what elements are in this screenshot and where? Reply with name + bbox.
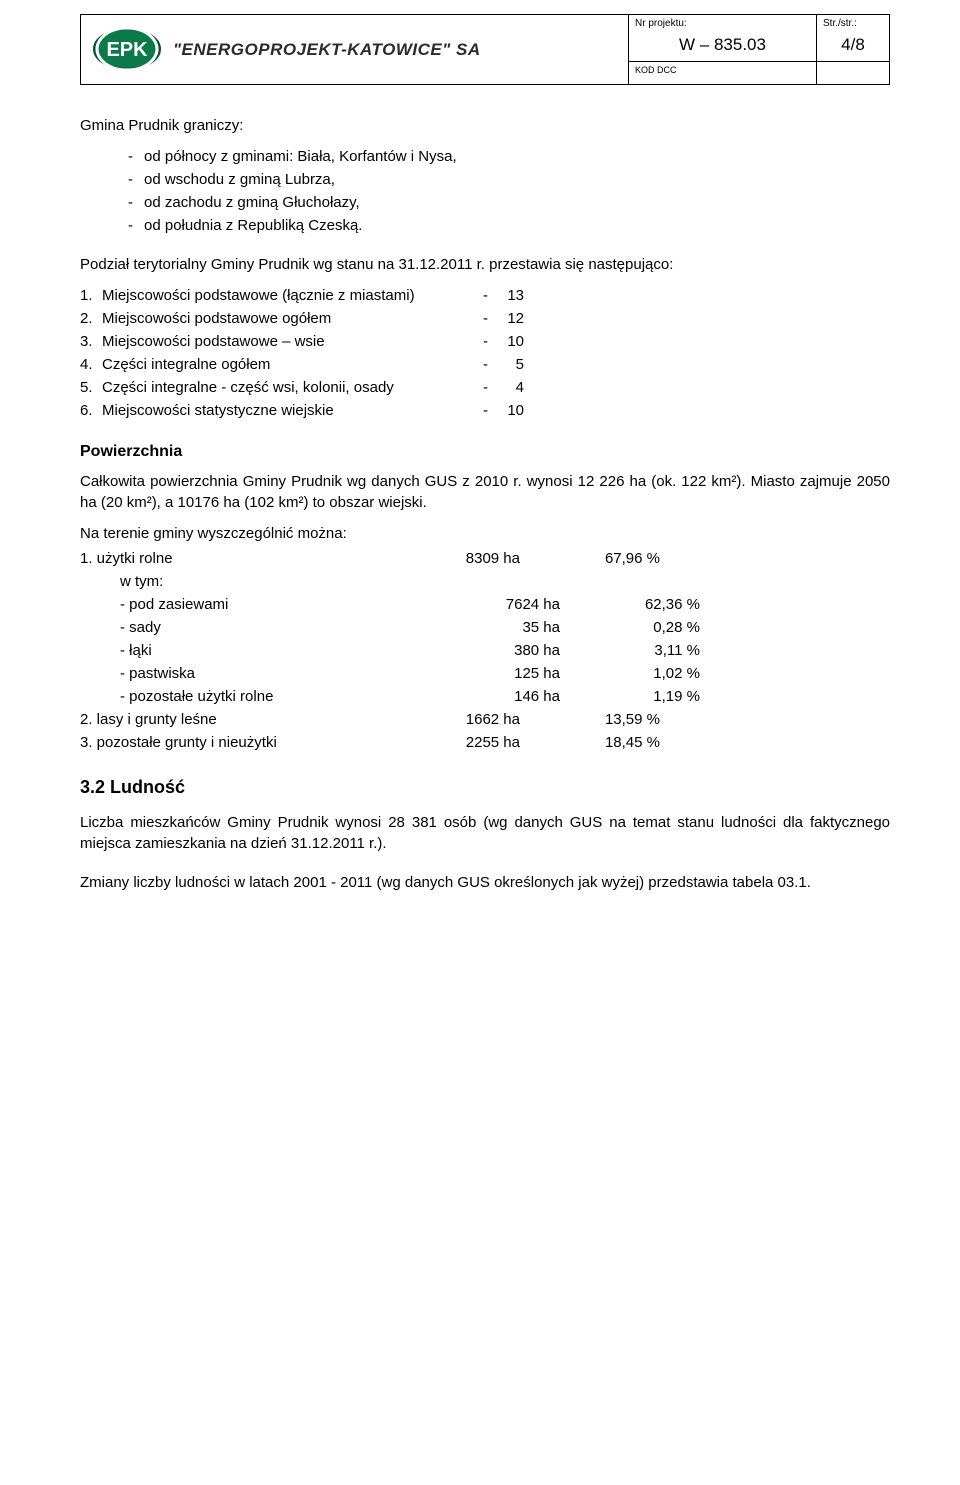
territory-row: 5.Części integralne - część wsi, kolonii…: [80, 377, 890, 398]
row-value: 13: [494, 285, 524, 306]
podzial-intro: Podział terytorialny Gminy Prudnik wg st…: [80, 254, 890, 275]
land-label: - pozostałe użytki rolne: [80, 686, 440, 707]
land-row: - sady35 ha0,28 %: [80, 617, 890, 638]
project-number-block: Nr projektu: W – 835.03: [629, 15, 817, 61]
land-ha: 125 ha: [440, 663, 560, 684]
territory-row: 2.Miejscowości podstawowe ogółem-12: [80, 308, 890, 329]
land-row: 3. pozostałe grunty i nieużytki2255 ha18…: [80, 732, 890, 753]
row-label: Miejscowości statystyczne wiejskie: [102, 400, 472, 421]
land-row: - pastwiska125 ha1,02 %: [80, 663, 890, 684]
row-label: Miejscowości podstawowe (łącznie z miast…: [102, 285, 472, 306]
land-row: 1. użytki rolne8309 ha67,96 %: [80, 548, 890, 569]
row-index: 4.: [80, 354, 102, 375]
land-ha: 380 ha: [440, 640, 560, 661]
land-ha: 7624 ha: [440, 594, 560, 615]
land-pct: 1,02 %: [560, 663, 700, 684]
list-item: od południa z Republiką Czeską.: [128, 215, 890, 236]
kod-dcc-label: KOD DCC: [629, 62, 817, 84]
row-index: 1.: [80, 285, 102, 306]
row-index: 6.: [80, 400, 102, 421]
land-label: 2. lasy i grunty leśne: [80, 709, 400, 730]
kod-dcc-value: [817, 62, 889, 84]
land-pct: 1,19 %: [560, 686, 700, 707]
territory-row: 6.Miejscowości statystyczne wiejskie-10: [80, 400, 890, 421]
land-row: - łąki380 ha3,11 %: [80, 640, 890, 661]
row-dash: -: [472, 331, 494, 352]
list-item: od zachodu z gminą Głuchołazy,: [128, 192, 890, 213]
land-label: - łąki: [80, 640, 440, 661]
land-ha: 2255 ha: [400, 732, 520, 753]
row-dash: -: [472, 354, 494, 375]
list-item: od wschodu z gminą Lubrza,: [128, 169, 890, 190]
land-label: - pastwiska: [80, 663, 440, 684]
row-label: Miejscowości podstawowe ogółem: [102, 308, 472, 329]
territory-row: 3.Miejscowości podstawowe – wsie-10: [80, 331, 890, 352]
row-index: 3.: [80, 331, 102, 352]
land-row: - pod zasiewami7624 ha62,36 %: [80, 594, 890, 615]
row-value: 10: [494, 331, 524, 352]
row-value: 10: [494, 400, 524, 421]
row-label: Miejscowości podstawowe – wsie: [102, 331, 472, 352]
row-dash: -: [472, 377, 494, 398]
land-label: - sady: [80, 617, 440, 638]
land-pct: 0,28 %: [560, 617, 700, 638]
territory-row: 1.Miejscowości podstawowe (łącznie z mia…: [80, 285, 890, 306]
page-number-block: Str./str.: 4/8: [817, 15, 889, 61]
project-value: W – 835.03: [679, 31, 766, 59]
row-dash: -: [472, 400, 494, 421]
land-label: 3. pozostałe grunty i nieużytki: [80, 732, 400, 753]
page-value: 4/8: [841, 31, 865, 59]
land-pct: 67,96 %: [520, 548, 660, 569]
land-label: - pod zasiewami: [80, 594, 440, 615]
logo-cell: EPK "ENERGOPROJEKT-KATOWICE" SA: [81, 15, 628, 84]
border-list: od północy z gminami: Biała, Korfantów i…: [80, 146, 890, 236]
company-name: "ENERGOPROJEKT-KATOWICE" SA: [173, 38, 481, 62]
row-value: 12: [494, 308, 524, 329]
area-p1: Całkowita powierzchnia Gminy Prudnik wg …: [80, 471, 890, 513]
population-p2: Zmiany liczby ludności w latach 2001 - 2…: [80, 872, 890, 893]
row-dash: -: [472, 308, 494, 329]
land-subhead: w tym:: [80, 571, 890, 592]
row-index: 5.: [80, 377, 102, 398]
land-pct: 18,45 %: [520, 732, 660, 753]
territory-row: 4.Części integralne ogółem-5: [80, 354, 890, 375]
population-p1: Liczba mieszkańców Gminy Prudnik wynosi …: [80, 812, 890, 854]
row-index: 2.: [80, 308, 102, 329]
land-row: - pozostałe użytki rolne146 ha1,19 %: [80, 686, 890, 707]
land-pct: 3,11 %: [560, 640, 700, 661]
page-label: Str./str.:: [823, 17, 883, 31]
area-p2: Na terenie gminy wyszczególnić można:: [80, 523, 890, 544]
document-header: EPK "ENERGOPROJEKT-KATOWICE" SA Nr proje…: [80, 14, 890, 85]
page: EPK "ENERGOPROJEKT-KATOWICE" SA Nr proje…: [0, 0, 960, 1485]
land-pct: 13,59 %: [520, 709, 660, 730]
land-row: 2. lasy i grunty leśne1662 ha13,59 %: [80, 709, 890, 730]
document-body: Gmina Prudnik graniczy: od północy z gmi…: [80, 85, 890, 894]
row-label: Części integralne ogółem: [102, 354, 472, 375]
epk-logo-icon: EPK: [91, 22, 163, 76]
row-value: 4: [494, 377, 524, 398]
row-label: Części integralne - część wsi, kolonii, …: [102, 377, 472, 398]
population-heading: 3.2 Ludność: [80, 775, 890, 800]
land-use-list: 1. użytki rolne8309 ha67,96 %w tym:- pod…: [80, 548, 890, 753]
land-ha: 35 ha: [440, 617, 560, 638]
header-info: Nr projektu: W – 835.03 Str./str.: 4/8 K…: [628, 15, 889, 84]
land-label: 1. użytki rolne: [80, 548, 400, 569]
row-dash: -: [472, 285, 494, 306]
intro-line: Gmina Prudnik graniczy:: [80, 115, 890, 136]
svg-text:EPK: EPK: [106, 39, 148, 61]
project-label: Nr projektu:: [635, 17, 810, 31]
land-ha: 146 ha: [440, 686, 560, 707]
territory-list: 1.Miejscowości podstawowe (łącznie z mia…: [80, 285, 890, 421]
land-ha: 1662 ha: [400, 709, 520, 730]
row-value: 5: [494, 354, 524, 375]
land-pct: 62,36 %: [560, 594, 700, 615]
area-heading: Powierzchnia: [80, 441, 890, 463]
land-ha: 8309 ha: [400, 548, 520, 569]
list-item: od północy z gminami: Biała, Korfantów i…: [128, 146, 890, 167]
